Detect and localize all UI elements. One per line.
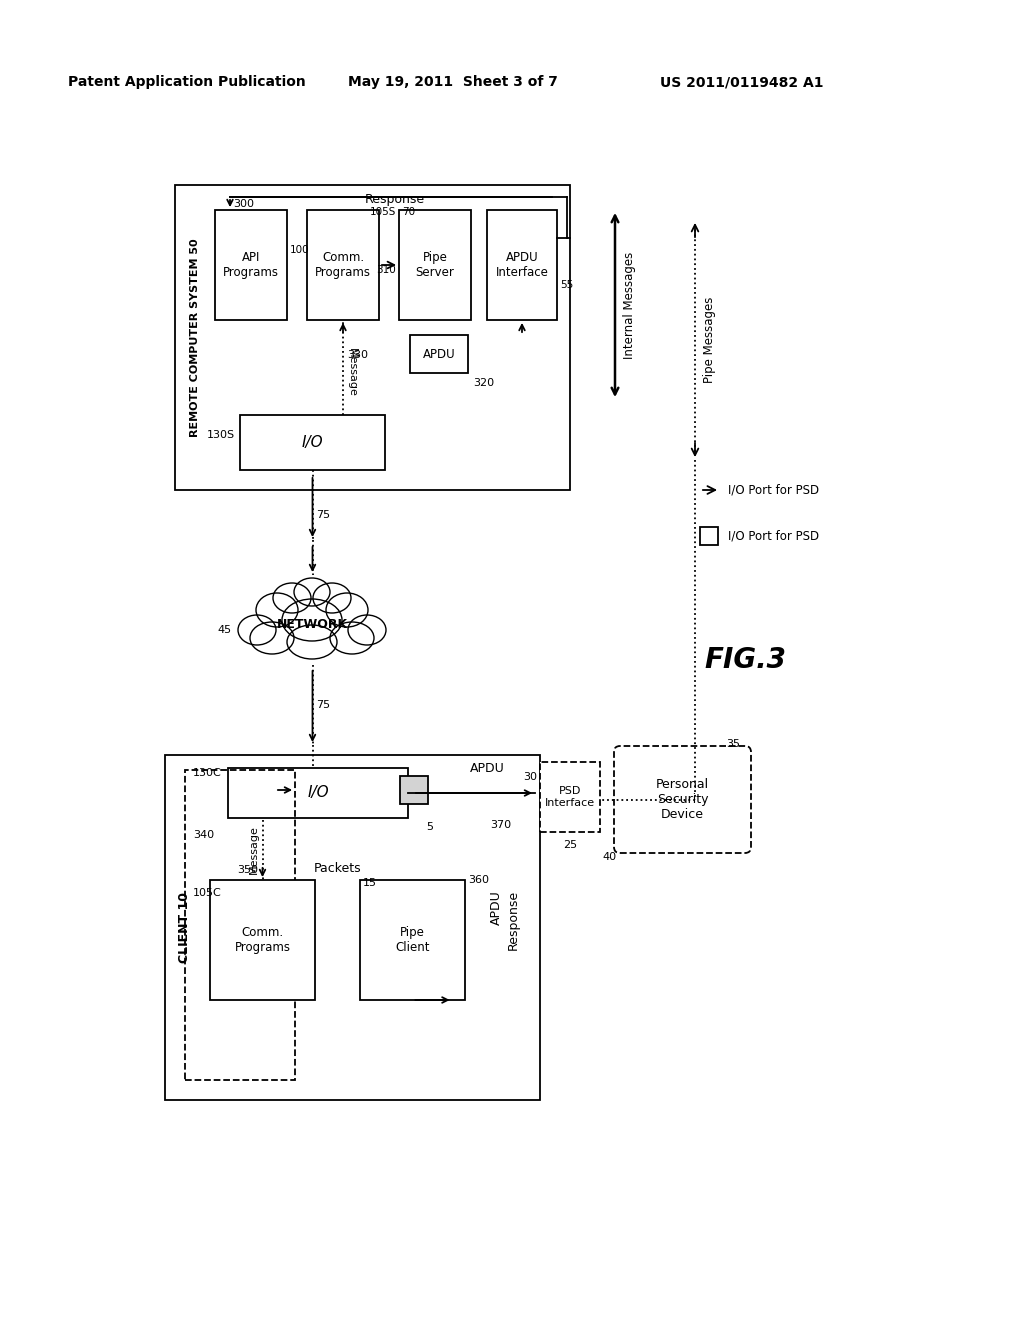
Text: FIG.3: FIG.3 bbox=[705, 645, 786, 675]
Text: Message: Message bbox=[249, 825, 258, 874]
Bar bbox=[540, 762, 600, 832]
Text: I/O Port for PSD: I/O Port for PSD bbox=[728, 483, 819, 496]
Text: 75: 75 bbox=[316, 510, 331, 520]
Text: 300: 300 bbox=[233, 199, 254, 209]
Bar bbox=[215, 210, 287, 319]
Text: 130C: 130C bbox=[193, 768, 222, 777]
Bar bbox=[399, 210, 471, 319]
Text: 360: 360 bbox=[468, 875, 489, 884]
Text: Comm.
Programs: Comm. Programs bbox=[315, 251, 371, 279]
Text: 75: 75 bbox=[316, 700, 331, 710]
Ellipse shape bbox=[256, 593, 298, 627]
Bar bbox=[210, 880, 315, 1001]
Text: APDU: APDU bbox=[470, 762, 505, 775]
Bar bbox=[400, 776, 428, 804]
Ellipse shape bbox=[250, 622, 294, 653]
Bar bbox=[240, 414, 385, 470]
Bar bbox=[228, 768, 408, 818]
Text: 55: 55 bbox=[560, 280, 573, 290]
Bar bbox=[360, 880, 465, 1001]
Text: Message: Message bbox=[347, 348, 357, 397]
Text: NETWORK: NETWORK bbox=[276, 619, 347, 631]
Text: I/O: I/O bbox=[302, 436, 324, 450]
Text: PSD
Interface: PSD Interface bbox=[545, 787, 595, 808]
Bar bbox=[185, 770, 295, 1080]
Ellipse shape bbox=[282, 599, 342, 642]
Text: Patent Application Publication: Patent Application Publication bbox=[68, 75, 306, 88]
Text: Pipe
Client: Pipe Client bbox=[395, 927, 430, 954]
Text: I/O Port for PSD: I/O Port for PSD bbox=[728, 529, 819, 543]
Text: 100: 100 bbox=[290, 246, 309, 255]
Text: APDU: APDU bbox=[423, 347, 456, 360]
FancyBboxPatch shape bbox=[614, 746, 751, 853]
Text: Personal
Security
Device: Personal Security Device bbox=[656, 777, 709, 821]
Text: Pipe
Server: Pipe Server bbox=[416, 251, 455, 279]
Text: 130S: 130S bbox=[207, 430, 234, 440]
Text: APDU: APDU bbox=[490, 890, 503, 925]
Text: 370: 370 bbox=[490, 820, 511, 830]
Text: Comm.
Programs: Comm. Programs bbox=[234, 927, 291, 954]
Text: 310: 310 bbox=[376, 265, 396, 275]
Text: 105S: 105S bbox=[370, 207, 396, 216]
Text: 340: 340 bbox=[193, 830, 214, 840]
Ellipse shape bbox=[287, 624, 337, 659]
Ellipse shape bbox=[273, 583, 311, 612]
Text: Response: Response bbox=[365, 193, 425, 206]
Text: 45: 45 bbox=[218, 624, 232, 635]
Text: API
Programs: API Programs bbox=[223, 251, 279, 279]
Text: 70: 70 bbox=[402, 207, 415, 216]
Text: May 19, 2011  Sheet 3 of 7: May 19, 2011 Sheet 3 of 7 bbox=[348, 75, 558, 88]
Text: 15: 15 bbox=[362, 878, 377, 888]
Text: 5: 5 bbox=[427, 822, 433, 832]
Text: 40: 40 bbox=[603, 851, 617, 862]
Text: 35: 35 bbox=[726, 739, 740, 748]
Bar bbox=[175, 185, 570, 490]
Ellipse shape bbox=[348, 615, 386, 645]
Bar bbox=[165, 755, 540, 1100]
Bar bbox=[700, 527, 718, 545]
Text: Internal Messages: Internal Messages bbox=[623, 251, 636, 359]
Text: 330: 330 bbox=[347, 351, 368, 360]
Ellipse shape bbox=[313, 583, 351, 612]
Ellipse shape bbox=[294, 578, 330, 606]
Text: APDU
Interface: APDU Interface bbox=[496, 251, 549, 279]
Text: CLIENT 10: CLIENT 10 bbox=[178, 892, 191, 964]
Text: 105C: 105C bbox=[193, 888, 222, 898]
Text: REMOTE COMPUTER SYSTEM 50: REMOTE COMPUTER SYSTEM 50 bbox=[190, 238, 200, 437]
Bar bbox=[307, 210, 379, 319]
Bar bbox=[410, 335, 468, 374]
Ellipse shape bbox=[326, 593, 368, 627]
Text: Pipe Messages: Pipe Messages bbox=[703, 297, 716, 383]
Text: I/O: I/O bbox=[307, 785, 329, 800]
Text: 320: 320 bbox=[473, 378, 495, 388]
Text: 350: 350 bbox=[238, 865, 258, 875]
Text: 25: 25 bbox=[563, 840, 578, 850]
Text: 30: 30 bbox=[523, 772, 537, 781]
Text: US 2011/0119482 A1: US 2011/0119482 A1 bbox=[660, 75, 823, 88]
Ellipse shape bbox=[238, 615, 276, 645]
Ellipse shape bbox=[330, 622, 374, 653]
Bar bbox=[487, 210, 557, 319]
Text: Response: Response bbox=[507, 890, 520, 950]
Text: Packets: Packets bbox=[313, 862, 361, 875]
